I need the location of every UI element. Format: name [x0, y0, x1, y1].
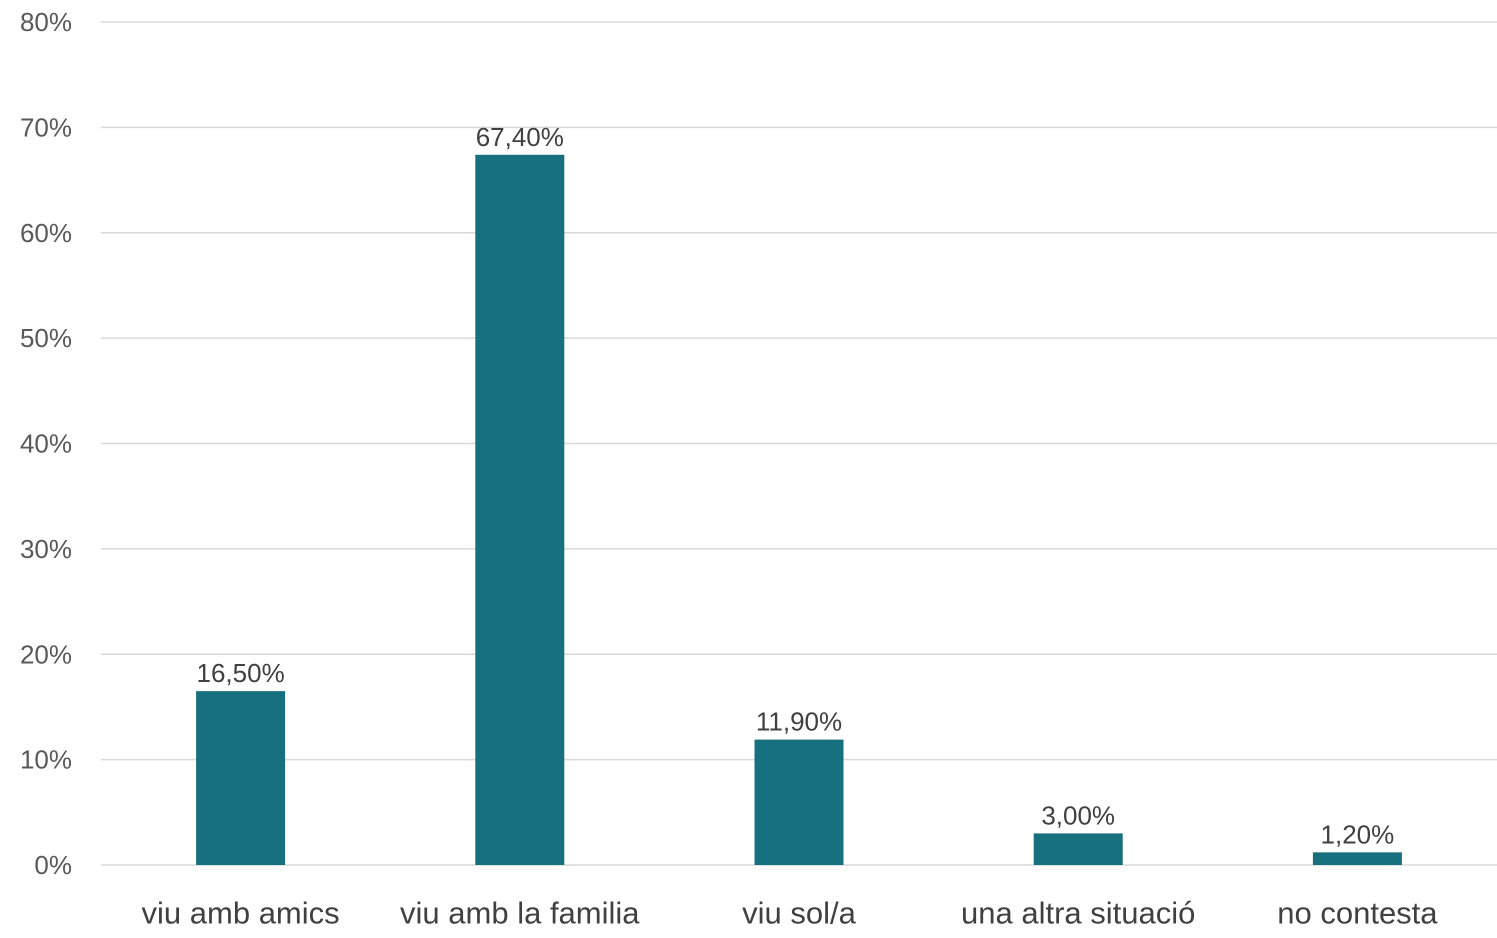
- y-tick-label: 10%: [20, 745, 72, 775]
- x-category-label: no contesta: [1277, 896, 1438, 931]
- y-tick-label: 20%: [20, 639, 72, 669]
- y-tick-label: 50%: [20, 323, 72, 353]
- gridlines: [101, 21, 1497, 866]
- x-category-label: viu amb amics: [142, 896, 340, 931]
- bar: [754, 739, 844, 865]
- y-tick-label: 60%: [20, 218, 72, 248]
- y-tick-label: 40%: [20, 429, 72, 459]
- data-labels: 16,50% 67,40% 11,90% 3,00% 1,20%: [197, 122, 1395, 850]
- data-label: 1,20%: [1321, 819, 1395, 849]
- bar: [196, 691, 286, 865]
- x-category-label: una altra situació: [961, 896, 1195, 931]
- x-category-label: viu sol/a: [742, 896, 856, 931]
- data-label: 11,90%: [756, 707, 842, 737]
- x-category-label: viu amb la familia: [400, 896, 640, 931]
- data-label: 16,50%: [197, 658, 285, 688]
- x-axis-category-labels: viu amb amics viu amb la familia viu sol/a…: [142, 896, 1439, 931]
- y-tick-label: 70%: [20, 112, 72, 142]
- bars: [196, 154, 1402, 865]
- bar: [475, 154, 565, 865]
- data-label: 67,40%: [476, 122, 564, 152]
- y-tick-label: 0%: [34, 850, 72, 880]
- y-tick-label: 80%: [20, 7, 72, 37]
- bar: [1033, 833, 1123, 865]
- bar: [1312, 852, 1402, 865]
- data-label: 3,00%: [1041, 800, 1115, 830]
- y-axis-tick-labels: 0% 10% 20% 30% 40% 50% 60% 70% 80%: [20, 7, 72, 880]
- y-tick-label: 30%: [20, 534, 72, 564]
